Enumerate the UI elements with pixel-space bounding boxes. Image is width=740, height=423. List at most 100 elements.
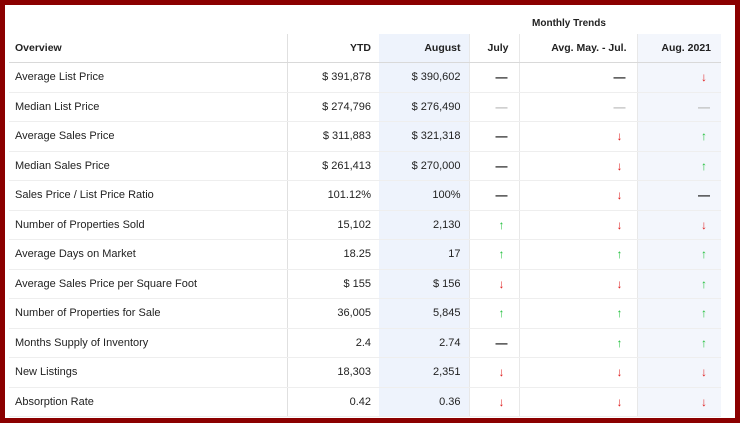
ytd-value: 36,005 <box>287 298 379 329</box>
august-value: $ 390,602 <box>379 62 469 93</box>
august-value: 2,351 <box>379 357 469 388</box>
july-trend: — <box>468 92 519 122</box>
table-row: Number of Properties for Sale 36,005 5,845… <box>9 298 721 329</box>
table-row: Months Supply of Inventory 2.4 2.74 — ↑ ↑ <box>9 328 721 358</box>
metric-label: Average List Price <box>9 62 288 93</box>
avg-may-jul-trend: ↓ <box>518 180 637 211</box>
arrow-up-icon: ↑ <box>498 306 505 321</box>
ytd-value: 18.25 <box>287 239 379 270</box>
dash-icon: — <box>613 70 626 85</box>
august-value: 0.36 <box>379 387 469 417</box>
table-row: Number of Properties Sold 15,102 2,130 ↑ ↓ ↓ <box>9 210 721 240</box>
table-row: Average List Price $ 391,878 $ 390,602 — — ↓ <box>9 62 721 93</box>
july-trend: ↓ <box>468 357 519 388</box>
aug-2021-trend: — <box>636 92 721 122</box>
metric-label: Number of Properties Sold <box>9 210 288 240</box>
avg-may-jul-trend: ↑ <box>518 298 637 329</box>
aug-2021-trend: ↑ <box>636 298 721 329</box>
arrow-up-icon: ↑ <box>701 306 707 321</box>
arrow-up-icon: ↑ <box>498 247 505 262</box>
avg-may-jul-trend: ↑ <box>518 328 637 358</box>
metric-label: Median Sales Price <box>9 151 288 181</box>
metric-label: Average Sales Price <box>9 121 288 152</box>
arrow-down-icon: ↓ <box>616 129 623 144</box>
dash-icon: — <box>613 99 626 114</box>
avg-may-jul-trend: ↓ <box>518 151 637 181</box>
col-header-july: July <box>468 34 519 63</box>
august-value: 17 <box>379 239 469 270</box>
metric-label: Median List Price <box>9 92 288 122</box>
dash-icon: — <box>495 335 508 350</box>
arrow-up-icon: ↑ <box>701 276 707 291</box>
arrow-up-icon: ↑ <box>498 217 505 232</box>
table-row: New Listings 18,303 2,351 ↓ ↓ ↓ <box>9 357 721 388</box>
arrow-up-icon: ↑ <box>701 129 707 144</box>
dash-icon: — <box>495 70 508 85</box>
aug-2021-trend: — <box>636 180 721 211</box>
ytd-value: $ 274,796 <box>287 92 379 122</box>
august-value: $ 321,318 <box>379 121 469 152</box>
ytd-value: 0.42 <box>287 387 379 417</box>
ytd-value: 101.12% <box>287 180 379 211</box>
aug-2021-trend: ↓ <box>636 62 721 93</box>
arrow-down-icon: ↓ <box>701 365 707 380</box>
metric-label: Months Supply of Inventory <box>9 328 288 358</box>
report-frame: Monthly Trends Overview YTD August July … <box>5 5 735 418</box>
dash-icon: — <box>495 99 508 114</box>
aug-2021-trend: ↓ <box>636 387 721 417</box>
table-row: Average Days on Market 18.25 17 ↑ ↑ ↑ <box>9 239 721 270</box>
july-trend: ↑ <box>468 210 519 240</box>
ytd-value: 2.4 <box>287 328 379 358</box>
monthly-trends-label: Monthly Trends <box>532 18 606 29</box>
metric-label: Sales Price / List Price Ratio <box>9 180 288 211</box>
avg-may-jul-trend: ↓ <box>518 210 637 240</box>
avg-may-jul-trend: ↑ <box>518 239 637 270</box>
arrow-down-icon: ↓ <box>701 70 707 85</box>
arrow-down-icon: ↓ <box>616 276 623 291</box>
aug-2021-trend: ↓ <box>636 357 721 388</box>
august-value: $ 276,490 <box>379 92 469 122</box>
aug-2021-trend: ↑ <box>636 328 721 358</box>
arrow-up-icon: ↑ <box>701 335 707 350</box>
avg-may-jul-trend: ↓ <box>518 387 637 417</box>
arrow-down-icon: ↓ <box>616 217 623 232</box>
table-row: Average Sales Price $ 311,883 $ 321,318 — ↓ ↑ <box>9 121 721 152</box>
july-trend: — <box>468 180 519 211</box>
ytd-value: 15,102 <box>287 210 379 240</box>
dash-icon: — <box>495 158 508 173</box>
arrow-down-icon: ↓ <box>616 365 623 380</box>
august-value: $ 156 <box>379 269 469 299</box>
ytd-value: $ 261,413 <box>287 151 379 181</box>
august-value: 5,845 <box>379 298 469 329</box>
arrow-down-icon: ↓ <box>701 394 707 409</box>
arrow-up-icon: ↑ <box>616 335 623 350</box>
table-row: Sales Price / List Price Ratio 101.12% 100… <box>9 180 721 211</box>
july-trend: ↑ <box>468 298 519 329</box>
metric-label: Absorption Rate <box>9 387 288 417</box>
arrow-down-icon: ↓ <box>498 365 505 380</box>
arrow-down-icon: ↓ <box>616 158 623 173</box>
july-trend: ↓ <box>468 269 519 299</box>
dash-icon: — <box>495 129 508 144</box>
avg-may-jul-trend: ↓ <box>518 357 637 388</box>
august-value: 2,130 <box>379 210 469 240</box>
table-row: Median List Price $ 274,796 $ 276,490 — — — <box>9 92 721 122</box>
metric-label: Average Sales Price per Square Foot <box>9 269 288 299</box>
avg-may-jul-trend: — <box>518 92 637 122</box>
market-overview-table: Overview YTD August July Avg. May. - Jul… <box>9 34 721 417</box>
col-header-august: August <box>379 34 469 63</box>
arrow-up-icon: ↑ <box>616 247 623 262</box>
arrow-down-icon: ↓ <box>616 188 623 203</box>
ytd-value: $ 155 <box>287 269 379 299</box>
arrow-down-icon: ↓ <box>498 394 505 409</box>
avg-may-jul-trend: ↓ <box>518 121 637 152</box>
metric-label: Number of Properties for Sale <box>9 298 288 329</box>
july-trend: — <box>468 151 519 181</box>
july-trend: — <box>468 328 519 358</box>
august-value: $ 270,000 <box>379 151 469 181</box>
table-row: Absorption Rate 0.42 0.36 ↓ ↓ ↓ <box>9 387 721 417</box>
col-header-avg-may-jul: Avg. May. - Jul. <box>518 34 637 63</box>
table-row: Median Sales Price $ 261,413 $ 270,000 — ↓ ↑ <box>9 151 721 181</box>
arrow-down-icon: ↓ <box>701 217 707 232</box>
aug-2021-trend: ↑ <box>636 121 721 152</box>
